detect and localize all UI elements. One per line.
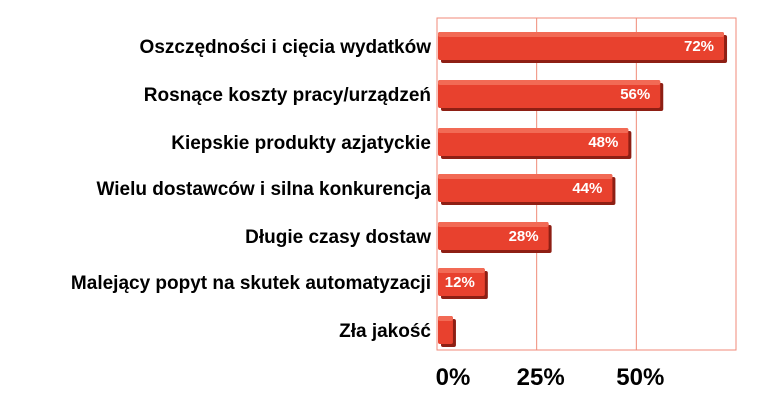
- data-label-2: 48%: [588, 134, 618, 151]
- data-label-3: 44%: [572, 180, 602, 197]
- category-label-4: Długie czasy dostaw: [245, 227, 431, 248]
- category-label-3: Wielu dostawców i silna konkurencja: [96, 179, 431, 200]
- bar-6: [438, 316, 453, 344]
- x-tick-label-0: 0%: [436, 364, 471, 391]
- data-label-0: 72%: [684, 38, 714, 55]
- category-label-6: Zła jakość: [339, 321, 431, 342]
- category-label-5: Malejący popyt na skutek automatyzacji: [71, 273, 431, 294]
- bar-highlight-4: [438, 222, 549, 227]
- category-label-1: Rosnące koszty pracy/urządzeń: [144, 85, 431, 106]
- data-label-4: 28%: [509, 228, 539, 245]
- bar-0: [438, 32, 725, 60]
- bar-highlight-0: [438, 32, 725, 37]
- bar-3: [438, 174, 613, 202]
- data-label-5: 12%: [445, 274, 475, 291]
- bar-highlight-2: [438, 128, 629, 133]
- bar-highlight-5: [438, 268, 485, 273]
- bar-5: [438, 268, 485, 296]
- bar-highlight-6: [438, 316, 453, 321]
- x-tick-label-1: 25%: [517, 364, 565, 391]
- x-tick-label-2: 50%: [616, 364, 664, 391]
- bar-4: [438, 222, 549, 250]
- bar-1: [438, 80, 661, 108]
- data-label-1: 56%: [620, 86, 650, 103]
- bar-highlight-3: [438, 174, 613, 179]
- category-label-2: Kiepskie produkty azjatyckie: [171, 133, 431, 154]
- category-label-0: Oszczędności i cięcia wydatków: [140, 37, 432, 58]
- plot-frame: [436, 17, 737, 351]
- bar-2: [438, 128, 629, 156]
- bar-highlight-1: [438, 80, 661, 85]
